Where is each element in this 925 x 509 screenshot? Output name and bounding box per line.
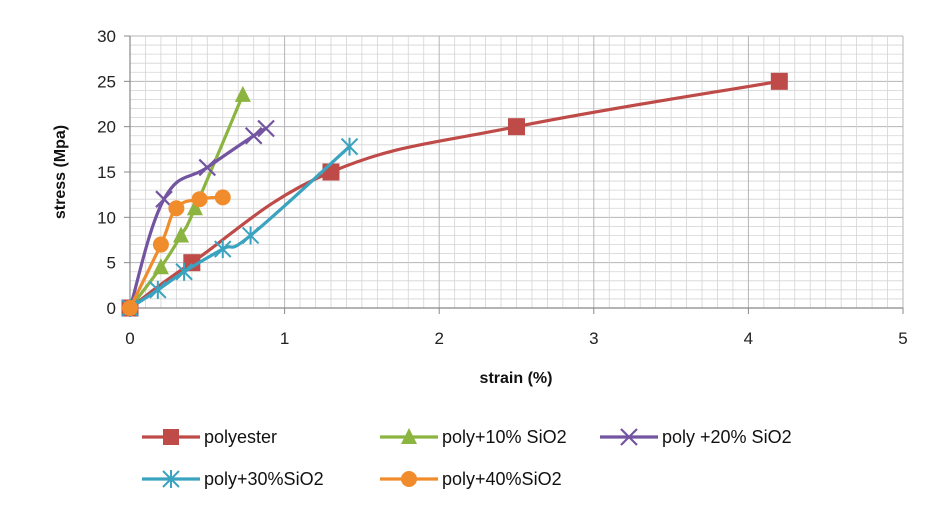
- legend-marker: [620, 428, 638, 446]
- legend-marker: [401, 428, 417, 444]
- legend-label: poly+40%SiO2: [442, 469, 562, 489]
- data-point: [152, 258, 169, 275]
- legend: polyester poly+10% SiO2 poly +20% SiO2 poly…: [142, 427, 792, 489]
- legend-item: poly+30%SiO2: [142, 469, 324, 489]
- legend-item: poly +20% SiO2: [600, 427, 792, 447]
- series-4: [122, 189, 231, 316]
- legend-label: poly+30%SiO2: [204, 469, 324, 489]
- y-axis-title: stress (Mpa): [52, 125, 69, 219]
- data-point: [322, 163, 340, 181]
- legend-item: poly+40%SiO2: [380, 469, 562, 489]
- data-point: [214, 240, 232, 259]
- legend-label: poly+10% SiO2: [442, 427, 567, 447]
- legend-item: poly+10% SiO2: [380, 427, 567, 447]
- x-tick-label: 5: [898, 329, 907, 348]
- data-point: [257, 119, 275, 138]
- series-3: [121, 137, 359, 317]
- data-point: [214, 189, 231, 206]
- series-line: [128, 126, 268, 310]
- legend-item: polyester: [142, 427, 277, 447]
- data-point: [152, 236, 169, 253]
- x-tick-label: 2: [434, 329, 443, 348]
- grid: [129, 35, 904, 309]
- x-axis-title: strain (%): [480, 370, 553, 387]
- x-tick-label: 0: [125, 329, 134, 348]
- data-point: [241, 226, 260, 245]
- x-tick-label: 3: [589, 329, 598, 348]
- y-tick-label: 25: [97, 72, 116, 91]
- legend-marker: [162, 470, 180, 488]
- series-layer: [121, 72, 788, 317]
- y-tick-label: 10: [97, 208, 116, 227]
- data-point: [168, 200, 185, 217]
- tick-labels: 0 5 10 15 20 25 30 0 1 2 3 4 5: [97, 27, 908, 348]
- data-point: [234, 85, 251, 102]
- legend-marker: [401, 471, 417, 487]
- y-tick-label: 20: [97, 118, 116, 137]
- legend-marker: [163, 429, 179, 445]
- data-point: [149, 280, 167, 299]
- legend-label: poly +20% SiO2: [662, 427, 792, 447]
- y-tick-label: 0: [107, 299, 116, 318]
- data-point: [508, 118, 525, 136]
- data-point: [186, 199, 203, 216]
- data-point: [770, 72, 788, 90]
- y-tick-label: 15: [97, 163, 116, 182]
- y-tick-label: 30: [97, 27, 116, 46]
- x-tick-label: 4: [744, 329, 753, 348]
- data-point: [244, 126, 263, 145]
- data-point: [122, 300, 138, 316]
- series-2: [121, 119, 275, 317]
- y-tick-label: 5: [107, 254, 116, 273]
- x-tick-label: 1: [280, 329, 289, 348]
- legend-label: polyester: [204, 427, 277, 447]
- data-point: [191, 191, 208, 208]
- data-point: [198, 158, 217, 177]
- data-point: [175, 262, 193, 281]
- data-point: [340, 137, 359, 156]
- data-point: [173, 226, 190, 243]
